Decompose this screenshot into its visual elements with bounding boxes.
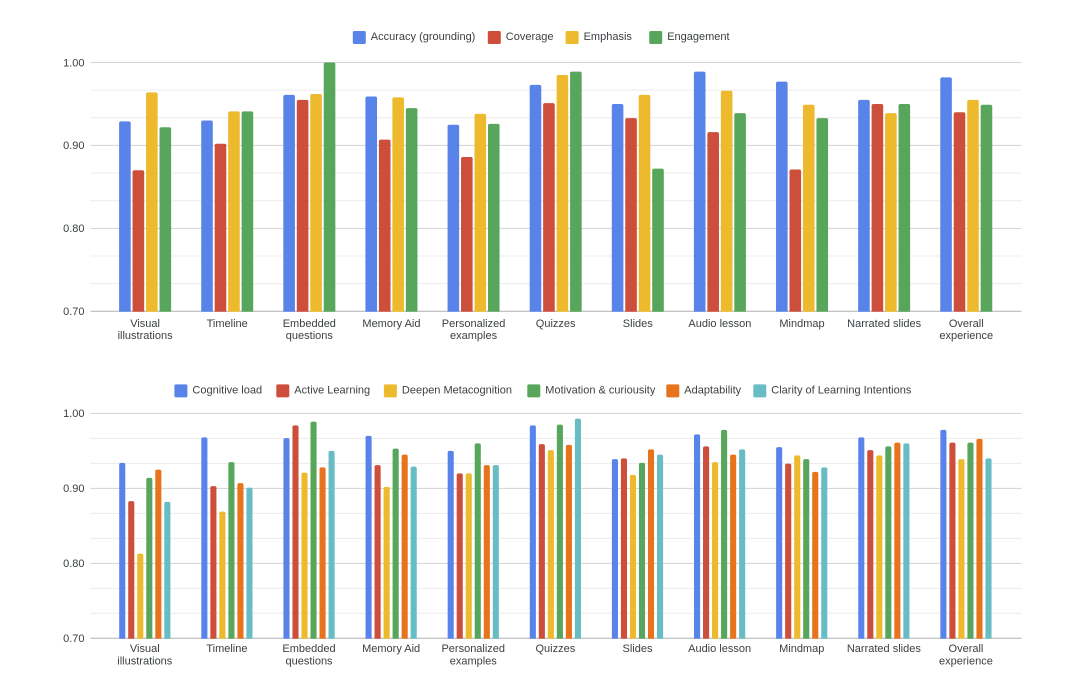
svg-text:Coverage: Coverage (506, 31, 554, 43)
svg-text:Overall: Overall (949, 643, 984, 655)
svg-text:illustrations: illustrations (118, 330, 174, 342)
svg-text:Accuracy (grounding): Accuracy (grounding) (371, 31, 476, 43)
svg-text:Clarity of Learning Intentions: Clarity of Learning Intentions (771, 385, 912, 397)
svg-text:examples: examples (450, 330, 498, 342)
svg-text:0.80: 0.80 (63, 558, 84, 570)
svg-text:Deepen Metacognition: Deepen Metacognition (402, 385, 512, 397)
svg-text:0.70: 0.70 (63, 633, 84, 645)
svg-text:Timeline: Timeline (207, 318, 248, 330)
svg-text:Engagement: Engagement (667, 31, 729, 43)
svg-text:0.70: 0.70 (63, 306, 84, 318)
svg-text:0.90: 0.90 (63, 140, 84, 152)
svg-text:Slides: Slides (623, 318, 653, 330)
svg-text:Active Learning: Active Learning (294, 385, 370, 397)
svg-text:Audio lesson: Audio lesson (688, 318, 751, 330)
svg-text:Overall: Overall (949, 318, 984, 330)
svg-text:Narrated slides: Narrated slides (847, 318, 921, 330)
svg-text:Visual: Visual (130, 318, 160, 330)
svg-text:Narrated slides: Narrated slides (847, 643, 921, 655)
svg-text:questions: questions (285, 655, 333, 667)
svg-text:Quizzes: Quizzes (536, 643, 576, 655)
svg-text:Slides: Slides (623, 643, 653, 655)
svg-text:Timeline: Timeline (206, 643, 247, 655)
svg-text:Personalized: Personalized (442, 318, 506, 330)
svg-text:Quizzes: Quizzes (536, 318, 576, 330)
svg-text:Memory Aid: Memory Aid (362, 643, 420, 655)
svg-text:illustrations: illustrations (117, 655, 173, 667)
svg-text:Audio lesson: Audio lesson (688, 643, 751, 655)
svg-text:1.00: 1.00 (63, 57, 84, 69)
svg-text:0.90: 0.90 (63, 483, 84, 495)
svg-text:Embedded: Embedded (282, 643, 335, 655)
svg-text:Embedded: Embedded (283, 318, 336, 330)
svg-text:Adaptability: Adaptability (684, 385, 741, 397)
svg-text:Mindmap: Mindmap (779, 643, 824, 655)
svg-text:0.80: 0.80 (63, 223, 84, 235)
svg-text:experience: experience (939, 330, 993, 342)
svg-text:Visual: Visual (130, 643, 160, 655)
svg-text:Mindmap: Mindmap (779, 318, 824, 330)
svg-text:examples: examples (450, 655, 498, 667)
svg-text:questions: questions (286, 330, 334, 342)
svg-text:Emphasis: Emphasis (584, 31, 633, 43)
svg-text:Motivation & curiousity: Motivation & curiousity (545, 385, 656, 397)
svg-text:Memory Aid: Memory Aid (362, 318, 420, 330)
svg-text:Personalized: Personalized (441, 643, 505, 655)
svg-text:1.00: 1.00 (63, 408, 84, 420)
svg-text:experience: experience (939, 655, 993, 667)
svg-text:Cognitive load: Cognitive load (192, 385, 262, 397)
